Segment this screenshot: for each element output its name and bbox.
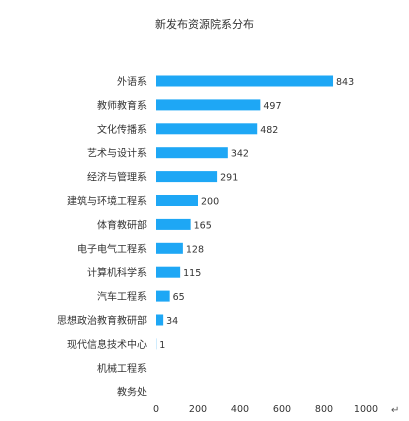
y-tick-label: 建筑与环境工程系 [67, 195, 147, 208]
data-label: 165 [194, 220, 212, 231]
bar [156, 147, 228, 159]
bar [156, 290, 170, 302]
data-label: 482 [260, 125, 278, 136]
chart-title: 新发布资源院系分布 [155, 18, 254, 31]
data-label: 291 [220, 173, 238, 184]
y-tick-label: 电子电气工程系 [77, 242, 147, 255]
y-tick-label: 经济与管理系 [87, 171, 147, 184]
y-tick-label: 机械工程系 [97, 362, 147, 375]
x-tick-label: 0 [153, 404, 159, 415]
x-tick-label: 800 [315, 404, 333, 415]
x-tick-label: 400 [231, 404, 249, 415]
bar [156, 99, 261, 111]
data-label: 200 [201, 197, 219, 208]
y-tick-label: 教师教育系 [97, 99, 147, 112]
bar [156, 242, 183, 254]
y-tick-label: 教务处 [117, 386, 147, 399]
data-label: 1 [159, 340, 165, 351]
y-tick-label: 艺术与设计系 [87, 147, 147, 160]
bar [156, 195, 198, 206]
data-label: 115 [183, 268, 201, 279]
y-tick-label: 文化传播系 [97, 123, 147, 136]
y-tick-label: 计算机科学系 [87, 266, 147, 279]
return-glyph: ↵ [391, 405, 399, 416]
data-label: 342 [231, 149, 249, 160]
data-label: 497 [263, 101, 281, 112]
y-tick-label: 现代信息技术中心 [67, 338, 147, 351]
data-label: 843 [336, 77, 354, 88]
y-tick-label: 思想政治教育教研部 [57, 314, 147, 327]
y-tick-label: 体育教研部 [97, 218, 147, 231]
x-tick-label: 600 [273, 404, 291, 415]
bar [156, 171, 218, 183]
x-tick-label: 200 [189, 404, 207, 415]
bar [156, 218, 191, 230]
bar [156, 266, 181, 278]
y-tick-label: 汽车工程系 [97, 290, 147, 303]
bar [156, 123, 258, 135]
bar [156, 75, 334, 87]
data-label: 34 [166, 316, 178, 327]
x-tick-label: 1000 [354, 404, 378, 415]
bar [156, 314, 164, 326]
y-tick-label: 外语系 [117, 76, 147, 88]
data-label: 65 [173, 292, 185, 303]
data-label: 128 [186, 244, 204, 255]
